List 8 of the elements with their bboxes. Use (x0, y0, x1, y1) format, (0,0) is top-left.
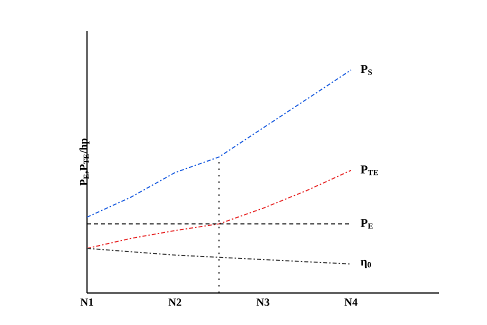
x-tick-label: N2 (168, 298, 182, 306)
series-label: P$_{S}$ (360, 65, 372, 75)
x-tick-label: N4 (344, 298, 358, 306)
x-tick-label: N1 (80, 298, 94, 306)
series-label: P$_{TE}$ (360, 166, 378, 176)
series-label: P$_{E}$ (360, 219, 373, 229)
x-tick-label: N3 (256, 298, 270, 306)
series-label: η$_{0}$ (360, 260, 371, 268)
